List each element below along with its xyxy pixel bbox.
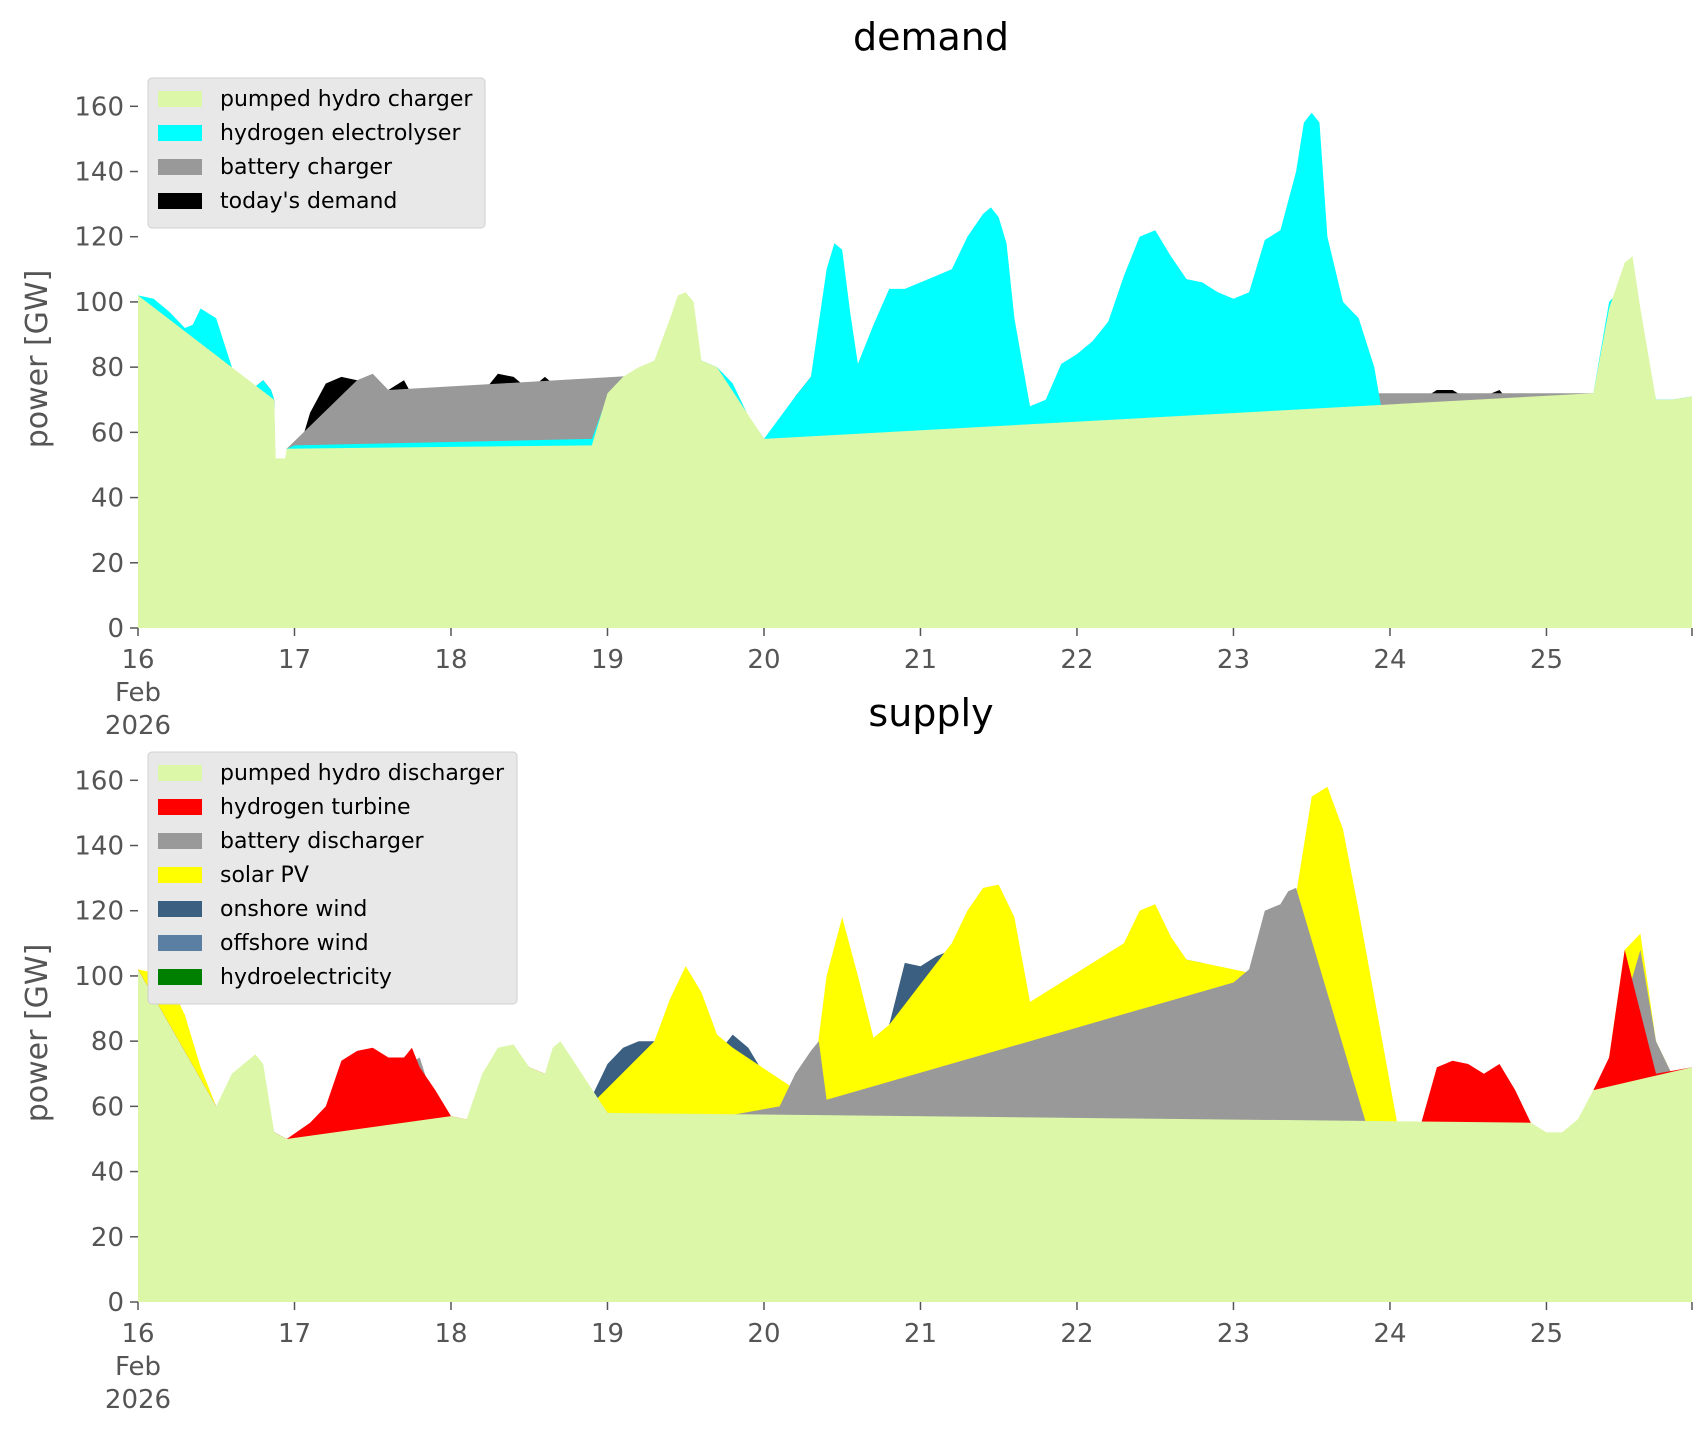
demand-xtick-label: 24: [1373, 645, 1406, 675]
demand-legend-box: [147, 77, 486, 229]
supply-legend-swatch-onshore-wind: [158, 901, 202, 917]
supply-legend-swatch-pumped-hydro-discharger: [158, 765, 202, 781]
supply-legend-label-onshore-wind: onshore wind: [220, 897, 367, 922]
demand-xtick-label: Feb: [115, 678, 161, 708]
demand-xtick-label: 18: [434, 645, 467, 675]
supply-xtick-label: 17: [278, 1319, 311, 1349]
supply-legend-label-hydroelectricity: hydroelectricity: [220, 965, 392, 990]
demand-legend-swatch-today-s-demand: [158, 193, 202, 209]
demand-legend-label-pumped-hydro-charger: pumped hydro charger: [220, 87, 473, 112]
supply-legend-swatch-battery-discharger: [158, 833, 202, 849]
supply-legend-box: [147, 751, 518, 1005]
supply-title: supply: [868, 691, 993, 735]
demand-xtick-label: 16: [121, 645, 154, 675]
demand-xtick-label: 2026: [105, 711, 171, 741]
demand-ytick-label: 80: [91, 353, 124, 383]
supply-ytick-label: 160: [74, 766, 124, 796]
supply-area-pumped-hydro-discharger: [138, 969, 1692, 1302]
demand-ylabel: power [GW]: [20, 270, 55, 449]
supply-legend-swatch-hydrogen-turbine: [158, 799, 202, 815]
supply-xtick-label: 24: [1373, 1319, 1406, 1349]
supply-ytick-label: 120: [74, 897, 124, 927]
supply-legend-swatch-offshore-wind: [158, 935, 202, 951]
supply-legend-swatch-hydroelectricity: [158, 969, 202, 985]
supply-xtick-label: 25: [1530, 1319, 1563, 1349]
supply-ylabel: power [GW]: [20, 944, 55, 1123]
supply-legend-label-battery-discharger: battery discharger: [220, 829, 425, 854]
demand-ytick-label: 0: [107, 614, 124, 644]
demand-legend-swatch-hydrogen-electrolyser: [158, 125, 202, 141]
demand-ytick-label: 120: [74, 223, 124, 253]
supply-legend-label-hydrogen-turbine: hydrogen turbine: [220, 795, 411, 820]
demand-ytick-label: 40: [91, 484, 124, 514]
demand-area-pumped-hydro-charger: [138, 256, 1692, 628]
supply-xtick-label: 2026: [105, 1385, 171, 1415]
demand-ytick-label: 60: [91, 418, 124, 448]
supply-ytick-label: 60: [91, 1092, 124, 1122]
supply-legend-swatch-solar-pv: [158, 867, 202, 883]
demand-ytick-label: 100: [74, 288, 124, 318]
supply-xtick-label: 20: [747, 1319, 780, 1349]
supply-ytick-label: 0: [107, 1288, 124, 1318]
demand-ytick-label: 20: [91, 549, 124, 579]
supply-xtick-label: 22: [1060, 1319, 1093, 1349]
supply-ytick-label: 20: [91, 1223, 124, 1253]
demand-ytick-label: 160: [74, 92, 124, 122]
supply-xtick-label: 16: [121, 1319, 154, 1349]
demand-legend-swatch-pumped-hydro-charger: [158, 91, 202, 107]
demand-title: demand: [853, 15, 1009, 59]
supply-legend-label-pumped-hydro-discharger: pumped hydro discharger: [220, 761, 505, 786]
supply-xtick-label: 19: [591, 1319, 624, 1349]
demand-legend-label-battery-charger: battery charger: [220, 155, 393, 180]
supply-legend-label-offshore-wind: offshore wind: [220, 931, 369, 956]
supply-ytick-label: 140: [74, 832, 124, 862]
demand-legend-label-today-s-demand: today's demand: [220, 189, 397, 214]
demand-xtick-label: 19: [591, 645, 624, 675]
demand-legend-label-hydrogen-electrolyser: hydrogen electrolyser: [220, 121, 461, 146]
supply-ytick-label: 100: [74, 962, 124, 992]
supply-ytick-label: 40: [91, 1158, 124, 1188]
demand-xtick-label: 25: [1530, 645, 1563, 675]
demand-xtick-label: 17: [278, 645, 311, 675]
demand-xtick-label: 23: [1217, 645, 1250, 675]
demand-legend: pumped hydro charger hydrogen electrolyse…: [147, 77, 486, 229]
demand-xtick-label: 22: [1060, 645, 1093, 675]
supply-xtick-label: 23: [1217, 1319, 1250, 1349]
supply-legend-label-solar-pv: solar PV: [220, 863, 309, 888]
demand-xtick-label: 21: [904, 645, 937, 675]
demand-xtick-label: 20: [747, 645, 780, 675]
supply-ytick-label: 80: [91, 1027, 124, 1057]
demand-ytick-label: 140: [74, 158, 124, 188]
supply-xtick-label: Feb: [115, 1352, 161, 1382]
demand-legend-swatch-battery-charger: [158, 159, 202, 175]
supply-xtick-label: 18: [434, 1319, 467, 1349]
supply-xtick-label: 21: [904, 1319, 937, 1349]
supply-legend: pumped hydro discharger hydrogen turbine b…: [147, 751, 518, 1005]
